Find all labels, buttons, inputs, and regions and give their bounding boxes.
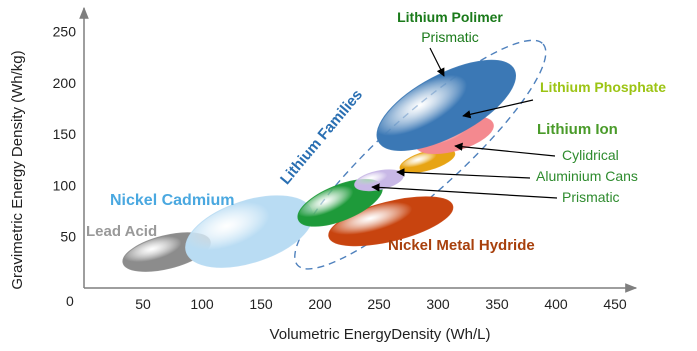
- x-tick-label: 350: [485, 296, 509, 312]
- arrow-lithium-polimer: [429, 47, 445, 77]
- x-tick-label: 250: [367, 296, 391, 312]
- annotation-lead-acid: Lead Acid: [86, 223, 157, 240]
- x-tick-label: 300: [426, 296, 450, 312]
- arrow-lithium-phosphate: [462, 99, 534, 119]
- y-tick-label: 200: [53, 75, 77, 91]
- y-tick-label: 100: [53, 177, 77, 193]
- x-tick-label: 50: [135, 296, 151, 312]
- annotation-nickel-metal-hydride: Nickel Metal Hydride: [388, 237, 535, 254]
- x-tick-label: 450: [603, 296, 627, 312]
- y-axis-title: Gravimetric Energy Density (Wh/kg): [9, 50, 26, 289]
- annotation-cylidrical: Cylidrical: [562, 147, 619, 163]
- annotation-aluminium-cans: Aluminium Cans: [536, 168, 638, 184]
- x-tick-label: 200: [308, 296, 332, 312]
- x-tick-label: 100: [190, 296, 214, 312]
- annotation-lithium-ion: Lithium Ion: [537, 121, 618, 138]
- annotation-nickel-cadmium: Nickel Cadmium: [110, 192, 234, 209]
- arrow-cylidrical: [454, 142, 556, 157]
- bubble-lithium-polimer: [376, 59, 517, 151]
- bubble-nickel-metal-hydride: [328, 196, 454, 247]
- x-tick-label: 150: [249, 296, 273, 312]
- y-tick-label: 150: [53, 126, 77, 142]
- arrow-prismatic: [371, 183, 558, 199]
- x-axis-title: Volumetric EnergyDensity (Wh/L): [270, 326, 491, 343]
- annotation-lithium-families: Lithium Families: [277, 86, 366, 188]
- y-tick-label: 250: [53, 24, 77, 40]
- annotation-lithium-phosphate: Lithium Phosphate: [540, 79, 666, 95]
- annotation-prismatic: Prismatic: [421, 29, 479, 45]
- annotation-lithium-polimer: Lithium Polimer: [397, 9, 503, 25]
- annotation-prismatic: Prismatic: [562, 189, 620, 205]
- y-tick-labels: 50 100 150 200 250: [53, 24, 77, 245]
- x-tick-label: 400: [544, 296, 568, 312]
- y-tick-label: 50: [60, 229, 76, 245]
- x-tick-labels: 50 100 150 200 250 300 350 400 450: [135, 296, 627, 312]
- arrow-aluminium-cans: [396, 168, 531, 179]
- origin-tick-label: 0: [66, 293, 74, 309]
